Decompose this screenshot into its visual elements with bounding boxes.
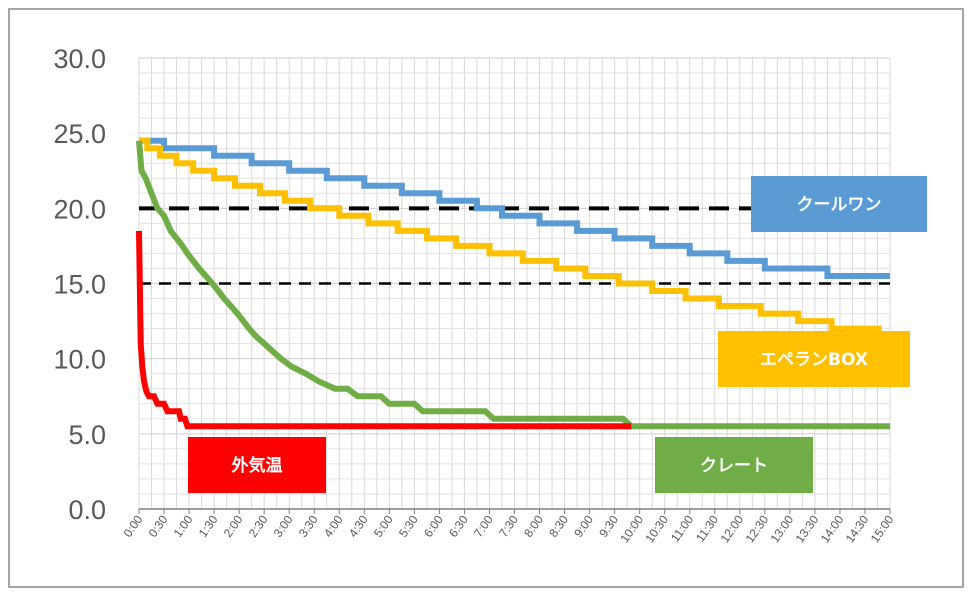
x-tick-label: 13:00 (768, 512, 797, 545)
label-crate: クレート (655, 437, 813, 493)
x-tick-label: 10:30 (642, 512, 671, 545)
x-tick-label: 15:00 (868, 512, 897, 545)
x-axis-ticks: 0:00 0:30 1:00 1:30 2:00 2:30 3:00 3:30 4:00 4:30… (121, 509, 897, 545)
series-line (136, 230, 632, 430)
x-tick-label: 5:00 (371, 512, 396, 539)
x-tick-label: 4:00 (321, 512, 346, 539)
x-tick-label: 14:00 (818, 512, 847, 545)
label-eperan: エペランBOX (718, 331, 910, 387)
x-tick-label: 11:00 (668, 512, 696, 544)
x-tick-label: 8:00 (521, 512, 546, 539)
x-tick-label: 2:00 (221, 512, 246, 539)
series-line (139, 137, 882, 332)
y-tick-label: 5.0 (68, 420, 106, 450)
x-tick-label: 6:00 (421, 512, 446, 539)
x-tick-label: 0:30 (146, 512, 171, 539)
x-tick-label: 12:00 (718, 512, 747, 545)
x-tick-label: 0:00 (121, 512, 146, 539)
series-lines (136, 137, 890, 430)
x-tick-label: 14:30 (843, 512, 872, 545)
x-tick-label: 2:30 (246, 512, 271, 539)
label-eperan-text: エペランBOX (760, 350, 868, 370)
y-axis-ticks: 0.0 5.0 10.0 15.0 20.0 25.0 30.0 (53, 44, 106, 525)
y-tick-label: 25.0 (53, 119, 106, 149)
x-tick-label: 6:30 (446, 512, 471, 539)
x-tick-label: 3:00 (271, 512, 296, 539)
series-labels: クールワン エペランBOX クレート 外気温 (188, 176, 927, 493)
chart-frame: 0.0 5.0 10.0 15.0 20.0 25.0 30.0 0:00 0:30 1:00 1… (8, 8, 964, 588)
x-tick-label: 9:00 (571, 512, 596, 539)
x-tick-label: 11:30 (693, 512, 721, 544)
label-outside: 外気温 (188, 437, 326, 493)
x-tick-label: 13:30 (793, 512, 822, 545)
label-crate-text: クレート (700, 456, 768, 476)
y-tick-label: 30.0 (53, 44, 106, 74)
x-tick-label: 1:00 (171, 512, 196, 539)
series-line (139, 137, 890, 279)
x-tick-label: 5:30 (396, 512, 421, 539)
x-tick-label: 7:00 (471, 512, 496, 539)
y-tick-label: 15.0 (53, 270, 106, 300)
label-coolone: クールワン (751, 176, 927, 232)
x-tick-label: 3:30 (296, 512, 321, 539)
y-tick-label: 0.0 (68, 495, 106, 525)
series-line (136, 140, 890, 430)
y-tick-label: 10.0 (53, 345, 106, 375)
label-coolone-text: クールワン (797, 195, 882, 215)
reference-lines (139, 206, 890, 285)
label-outside-text: 外気温 (232, 455, 283, 476)
x-tick-label: 10:00 (617, 512, 646, 545)
chart-svg: 0.05.010.015.020.025.030.0 0:00 0:30 1:00 1… (53, 44, 927, 545)
x-tick-label: 7:30 (496, 512, 521, 539)
x-tick-label: 12:30 (743, 512, 772, 545)
x-tick-label: 8:30 (546, 512, 571, 539)
x-tick-label: 4:30 (346, 512, 371, 539)
y-tick-label: 20.0 (53, 194, 106, 224)
x-tick-label: 1:30 (196, 512, 221, 539)
